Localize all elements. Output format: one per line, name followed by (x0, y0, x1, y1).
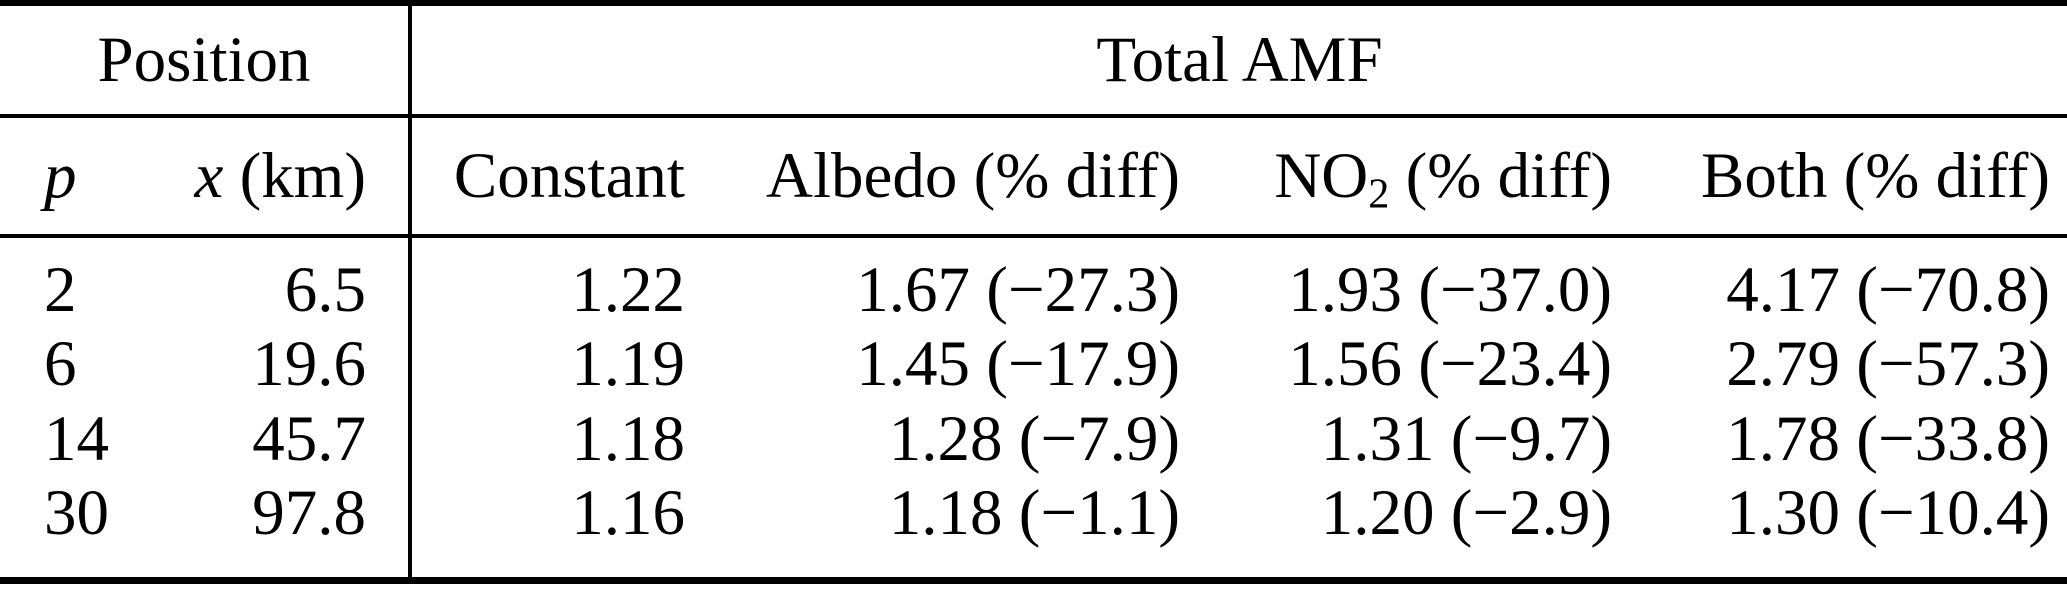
group-header-position: Position (0, 3, 410, 118)
col-header-x-symbol: x (194, 139, 224, 212)
cell-x-km: 45.7 (252, 403, 366, 475)
group-header-total-amf: Total AMF (408, 3, 2067, 118)
cell-p: 6 (44, 328, 77, 400)
cell-albedo: 1.18 (−1.1) (888, 477, 1180, 550)
amf-table: Position Total AMF p x (km) Constant Alb… (0, 0, 2067, 584)
cell-no2: 1.56 (−23.4) (1288, 328, 1612, 400)
table-row: 6 19.6 1.19 1.45 (−17.9) 1.56 (−23.4) 2.… (0, 327, 2067, 402)
cell-x-km: 6.5 (284, 254, 366, 326)
cell-albedo: 1.45 (−17.9) (856, 328, 1180, 400)
group-header-row: Position Total AMF (0, 3, 2067, 118)
cell-both: 1.78 (−33.8) (1726, 403, 2050, 475)
cell-both: 2.79 (−57.3) (1726, 328, 2050, 400)
col-header-p: p (0, 116, 115, 238)
col-header-albedo: Albedo (% diff) (700, 116, 1195, 238)
column-header-row: p x (km) Constant Albedo (% diff) NO2 (%… (0, 116, 2067, 238)
cell-constant: 1.22 (408, 236, 700, 327)
cell-p: 14 (44, 403, 109, 475)
cell-no2: 1.31 (−9.7) (1320, 403, 1612, 475)
cell-no2: 1.20 (−2.9) (1320, 477, 1612, 550)
col-header-x-km: x (km) (115, 116, 410, 238)
col-header-p-label: p (44, 139, 77, 212)
cell-p: 2 (44, 254, 77, 326)
col-header-both: Both (% diff) (1627, 116, 2067, 238)
no2-subscript: 2 (1368, 170, 1390, 218)
col-header-constant: Constant (408, 116, 700, 238)
cell-x-km: 97.8 (252, 477, 366, 550)
table-row: 30 97.8 1.16 1.18 (−1.1) 1.20 (−2.9) 1.3… (0, 477, 2067, 580)
cell-albedo: 1.28 (−7.9) (888, 403, 1180, 475)
no2-diff-suffix: (% diff) (1389, 139, 1612, 212)
cell-both: 1.30 (−10.4) (1726, 477, 2050, 550)
table-row: 2 6.5 1.22 1.67 (−27.3) 1.93 (−37.0) 4.1… (0, 236, 2067, 327)
cell-p: 30 (44, 477, 109, 550)
table-row: 14 45.7 1.18 1.28 (−7.9) 1.31 (−9.7) 1.7… (0, 402, 2067, 477)
col-header-no2: NO2 (% diff) (1195, 116, 1627, 238)
cell-both: 4.17 (−70.8) (1726, 254, 2050, 326)
cell-constant: 1.19 (408, 327, 700, 402)
cell-no2: 1.93 (−37.0) (1288, 254, 1612, 326)
cell-albedo: 1.67 (−27.3) (856, 254, 1180, 326)
col-header-x-unit: (km) (223, 139, 366, 212)
cell-constant: 1.16 (408, 477, 700, 580)
no2-formula-prefix: NO (1274, 139, 1369, 212)
cell-x-km: 19.6 (252, 328, 366, 400)
cell-constant: 1.18 (408, 402, 700, 477)
